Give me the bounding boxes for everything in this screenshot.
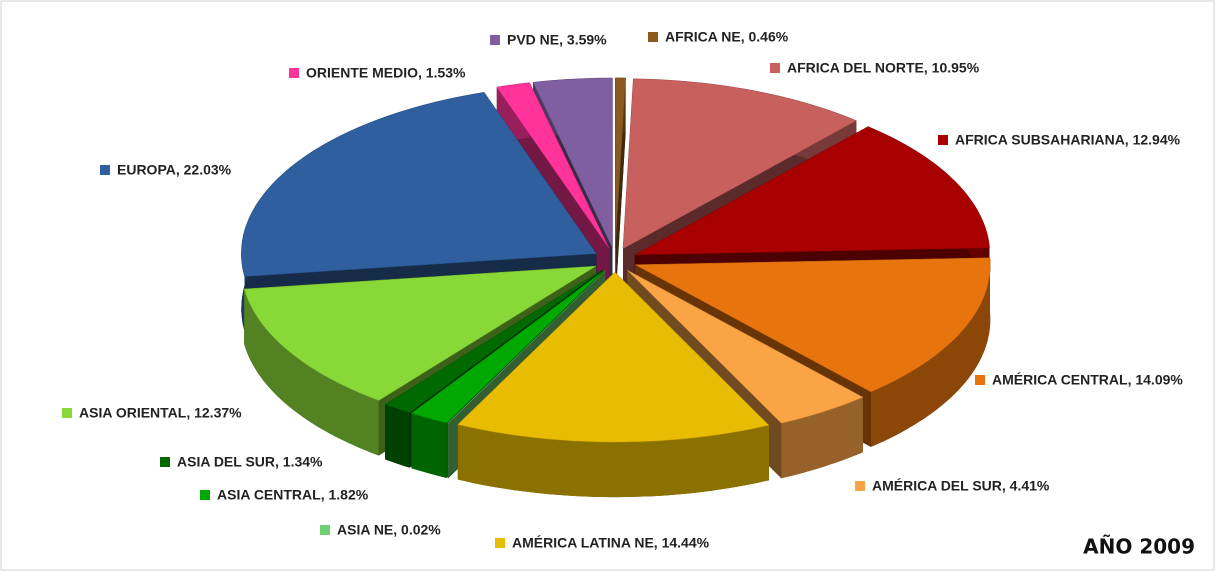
slice-top [410, 270, 605, 424]
legend-swatch [770, 63, 780, 73]
slice-top [615, 77, 626, 248]
data-label: AMÉRICA CENTRAL, 14.09% [992, 372, 1183, 388]
data-label: ASIA NE, 0.02% [337, 522, 441, 538]
slice [457, 271, 770, 498]
slice-side [457, 424, 769, 498]
data-label: AFRICA NE, 0.46% [665, 29, 789, 45]
legend-swatch [289, 68, 299, 78]
slice-top [627, 269, 864, 424]
slice-top [532, 77, 613, 249]
data-label: ASIA CENTRAL, 1.82% [217, 487, 369, 503]
labels: AFRICA NE, 0.46% AFRICA DEL NORTE, 10.95%… [62, 29, 1183, 551]
data-label: ASIA DEL SUR, 1.34% [177, 454, 323, 470]
slice-wall [615, 78, 626, 303]
data-label: EUROPA, 22.03% [117, 162, 232, 178]
chart-title: AÑO 2009 [1083, 535, 1195, 559]
data-label: ORIENTE MEDIO, 1.53% [306, 65, 466, 81]
slice-top [243, 265, 597, 401]
slice-top [241, 92, 597, 277]
slice-side [411, 413, 447, 478]
legend-swatch [855, 481, 865, 491]
slice-side [870, 257, 991, 447]
slice-top [457, 271, 770, 443]
slice [615, 77, 626, 303]
legend-swatch [160, 457, 170, 467]
legend-swatch [320, 525, 330, 535]
slice-top [622, 78, 857, 250]
legend-swatch [495, 538, 505, 548]
slice-top [384, 269, 603, 413]
legend-swatch [975, 375, 985, 385]
slice-top [634, 257, 991, 393]
legend-swatch [100, 165, 110, 175]
data-label: PVD NE, 3.59% [507, 32, 607, 48]
legend-swatch [62, 408, 72, 418]
pie [241, 77, 991, 498]
slice-side [781, 397, 863, 479]
data-label: AFRICA SUBSAHARIANA, 12.94% [955, 132, 1181, 148]
legend-swatch [648, 32, 658, 42]
slice-top [447, 270, 606, 424]
data-label: AMÉRICA DEL SUR, 4.41% [872, 478, 1050, 494]
data-label: ASIA ORIENTAL, 12.37% [79, 405, 242, 421]
legend-swatch [200, 490, 210, 500]
slice-top [634, 126, 990, 256]
slice-side [244, 289, 379, 456]
slice-top [496, 82, 610, 249]
data-label: AFRICA DEL NORTE, 10.95% [787, 60, 980, 76]
legend-swatch [490, 35, 500, 45]
slice-side [385, 404, 410, 468]
data-label: AMÉRICA LATINA NE, 14.44% [512, 535, 710, 551]
legend-swatch [938, 135, 948, 145]
